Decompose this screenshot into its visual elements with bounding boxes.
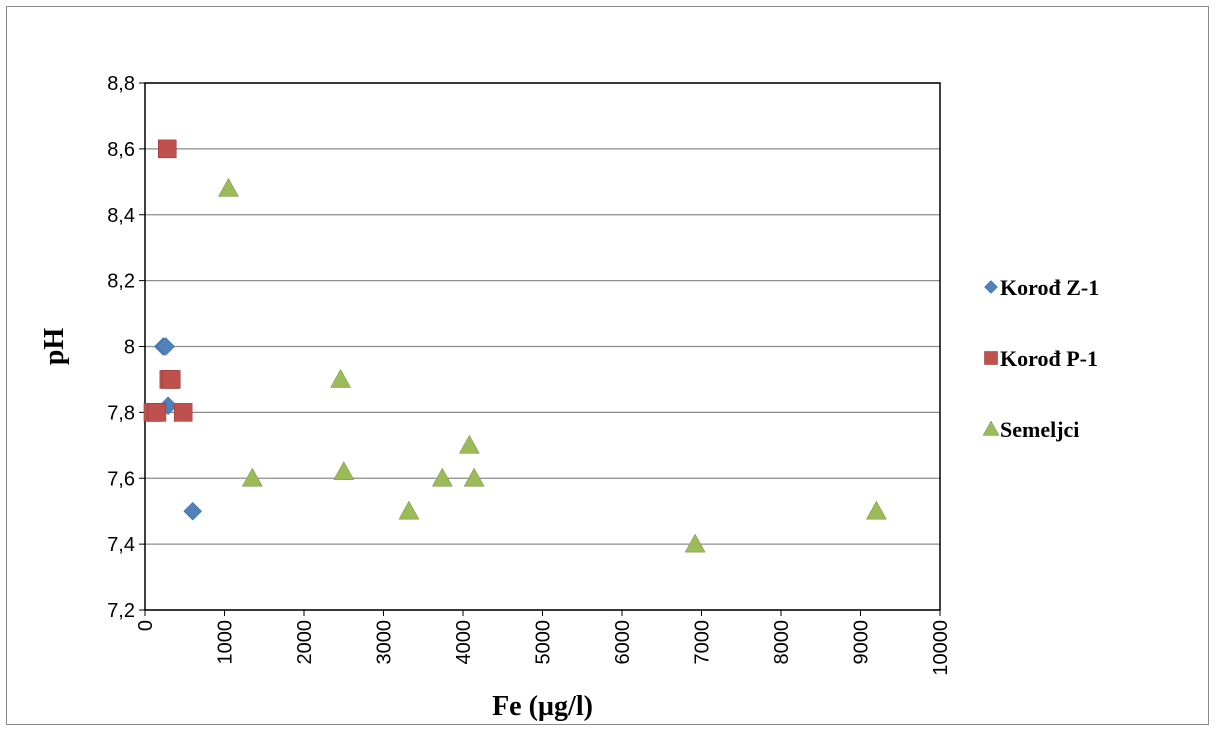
legend-label-0: Korođ Z-1 — [1000, 275, 1099, 300]
x-tick-label: 1000 — [215, 620, 237, 665]
data-point-series-2 — [241, 467, 263, 487]
data-point-series-2 — [398, 500, 420, 520]
x-tick-label: 7000 — [692, 620, 714, 665]
data-point-series-2 — [684, 533, 706, 553]
data-point-series-0 — [183, 501, 203, 521]
y-tick-label: 7,4 — [107, 534, 135, 556]
x-tick-label: 5000 — [533, 620, 555, 665]
marker-layer — [143, 139, 887, 553]
y-tick-label: 7,2 — [107, 600, 135, 622]
data-point-series-2 — [458, 434, 480, 454]
y-tick-label: 8,8 — [107, 73, 135, 95]
legend-label-2: Semeljci — [1000, 417, 1079, 442]
x-tick-label: 10000 — [930, 620, 952, 676]
data-point-series-0 — [156, 337, 176, 356]
x-axis-title: Fe (µg/l) — [492, 691, 593, 722]
y-tick-label: 8,6 — [107, 139, 135, 161]
x-tick-label: 2000 — [294, 620, 316, 665]
x-tick-label: 0 — [135, 620, 157, 631]
grid-layer — [145, 82, 940, 611]
x-tick-label: 9000 — [851, 620, 873, 665]
y-tick-label: 7,8 — [107, 402, 135, 424]
data-point-series-2 — [333, 461, 355, 480]
data-point-series-2 — [330, 368, 351, 388]
legend-layer: Korođ Z-1 Korođ P-1 Semeljci — [982, 275, 1099, 442]
data-point-series-2 — [463, 467, 485, 487]
y-tick-label: 8 — [124, 337, 135, 359]
chart-frame: 7,2 7,4 7,6 7,8 8 8,2 8,4 8,6 8,8 0 1000 2000 3000 40… — [6, 6, 1209, 725]
data-point-series-1 — [158, 139, 177, 159]
y-tick-label: 8,2 — [107, 271, 135, 293]
x-tick-label: 8000 — [771, 620, 793, 665]
y-axis-title: pH — [39, 328, 70, 366]
chart-svg: 7,2 7,4 7,6 7,8 8 8,2 8,4 8,6 8,8 0 1000 2000 3000 40… — [39, 73, 1099, 722]
data-point-series-2 — [865, 500, 887, 520]
legend-marker-0 — [984, 280, 998, 294]
x-tick-label: 3000 — [374, 620, 396, 665]
y-tick-label: 7,6 — [107, 468, 135, 490]
data-point-series-2 — [218, 177, 239, 197]
legend-marker-2 — [982, 420, 1000, 436]
x-tick-label: 4000 — [453, 620, 475, 665]
y-tick-label: 8,4 — [107, 205, 135, 227]
legend-marker-1 — [984, 351, 998, 365]
data-point-series-1 — [173, 403, 193, 422]
data-point-series-2 — [431, 467, 453, 487]
data-point-series-1 — [161, 370, 181, 389]
axis-layer: 7,2 7,4 7,6 7,8 8 8,2 8,4 8,6 8,8 0 1000 2000 3000 40… — [107, 73, 952, 676]
legend-label-1: Korođ P-1 — [1000, 346, 1098, 371]
data-point-series-1 — [147, 403, 167, 422]
x-tick-label: 6000 — [612, 620, 634, 665]
